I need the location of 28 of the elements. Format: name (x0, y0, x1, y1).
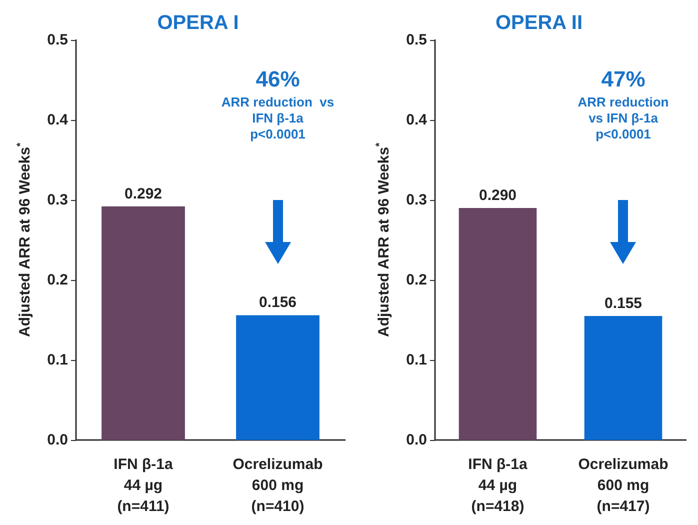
annotation: ARR reduction vs IFN β-1a p<0.0001 (221, 94, 334, 142)
y-axis-title: Adjusted ARR at 96 Weeks* (374, 142, 392, 337)
data-label: 0.155 (604, 295, 642, 312)
y-tick-label: 0.2 (47, 272, 68, 288)
y-tick-label: 0.5 (406, 32, 427, 48)
data-label: 0.290 (478, 187, 517, 204)
data-label: 0.292 (124, 185, 162, 202)
y-tick-label: 0.1 (406, 352, 427, 368)
y-tick-label: 0.4 (406, 112, 428, 128)
y-tick-label: 0.3 (47, 192, 68, 208)
y-tick-label: 0.4 (47, 112, 69, 128)
data-label: 0.156 (258, 294, 297, 312)
chart-title: OPERA II (495, 12, 583, 34)
annotation: 46% (256, 66, 300, 92)
x-tick-label: Ocrelizumab 600 mg (n=417) (578, 456, 668, 515)
y-tick-label: 0.3 (406, 192, 427, 208)
annotation: 47% (601, 66, 646, 92)
x-tick-label: IFN β-1a 44 µg (n=411) (114, 456, 174, 515)
y-tick-label: 0.5 (47, 32, 68, 48)
y-axis-title: Adjusted ARR at 96 Weeks* (16, 142, 34, 337)
x-tick-label: IFN β-1a 44 µg (n=418) (468, 456, 528, 515)
y-tick-label: 0.0 (406, 432, 427, 448)
y-tick-label: 0.2 (406, 272, 427, 288)
x-tick-label: Ocrelizumab 600 mg (n=410) (232, 456, 323, 515)
annotation: ARR reduction vs IFN β-1a p<0.0001 (578, 94, 669, 142)
y-tick-label: 0.0 (47, 432, 68, 448)
y-tick-label: 0.1 (47, 352, 68, 368)
chart-title: OPERA I (157, 12, 239, 34)
